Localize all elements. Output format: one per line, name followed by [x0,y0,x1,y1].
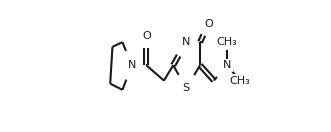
Text: O: O [142,31,151,41]
Text: N: N [223,60,231,70]
Text: N: N [127,60,136,70]
Text: CH₃: CH₃ [216,37,237,47]
Text: CH₃: CH₃ [230,76,250,86]
Text: S: S [183,83,190,93]
Text: O: O [204,19,213,29]
Text: N: N [182,37,190,47]
